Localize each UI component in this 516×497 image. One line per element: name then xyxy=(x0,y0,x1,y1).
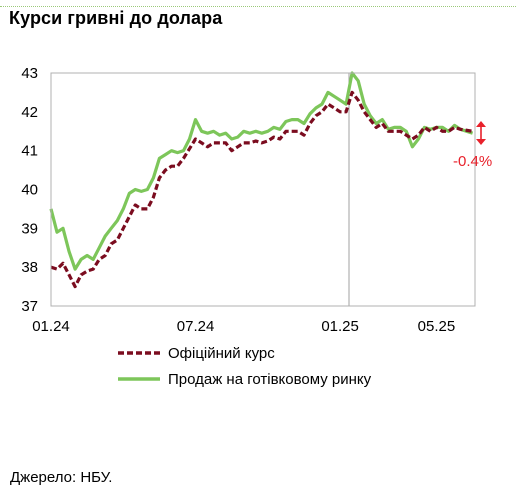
x-axis-ticks: 01.24 07.24 01.25 05.25 xyxy=(32,318,455,335)
source-note: Джерело: НБУ. xyxy=(10,469,113,486)
change-annotation: -0.4% xyxy=(453,153,492,170)
top-rule xyxy=(0,6,516,7)
chart-title: Курси гривні до долара xyxy=(9,8,223,28)
series-cash-line xyxy=(49,71,474,271)
series-group xyxy=(49,71,474,289)
legend-cash-label: Продаж на готівковому ринку xyxy=(168,371,372,388)
y-tick-label: 43 xyxy=(21,65,38,82)
x-tick-label: 07.24 xyxy=(177,318,215,335)
x-tick-label: 01.24 xyxy=(32,318,70,335)
y-tick-label: 39 xyxy=(21,220,38,237)
x-tick-label: 01.25 xyxy=(321,318,359,335)
y-tick-label: 38 xyxy=(21,259,38,276)
y-tick-label: 37 xyxy=(21,298,38,315)
y-tick-label: 41 xyxy=(21,143,38,160)
y-axis-ticks: 37 38 39 40 41 42 43 xyxy=(21,65,38,315)
legend-official-label: Офіційний курс xyxy=(168,345,275,362)
x-tick-label: 05.25 xyxy=(418,318,456,335)
y-tick-label: 42 xyxy=(21,104,38,121)
plot-frame xyxy=(50,72,476,307)
y-tick-label: 40 xyxy=(21,182,38,199)
change-arrow-icon xyxy=(476,121,486,145)
series-official-line xyxy=(50,90,473,289)
legend: Офіційний курс Продаж на готівковому рин… xyxy=(118,345,372,388)
